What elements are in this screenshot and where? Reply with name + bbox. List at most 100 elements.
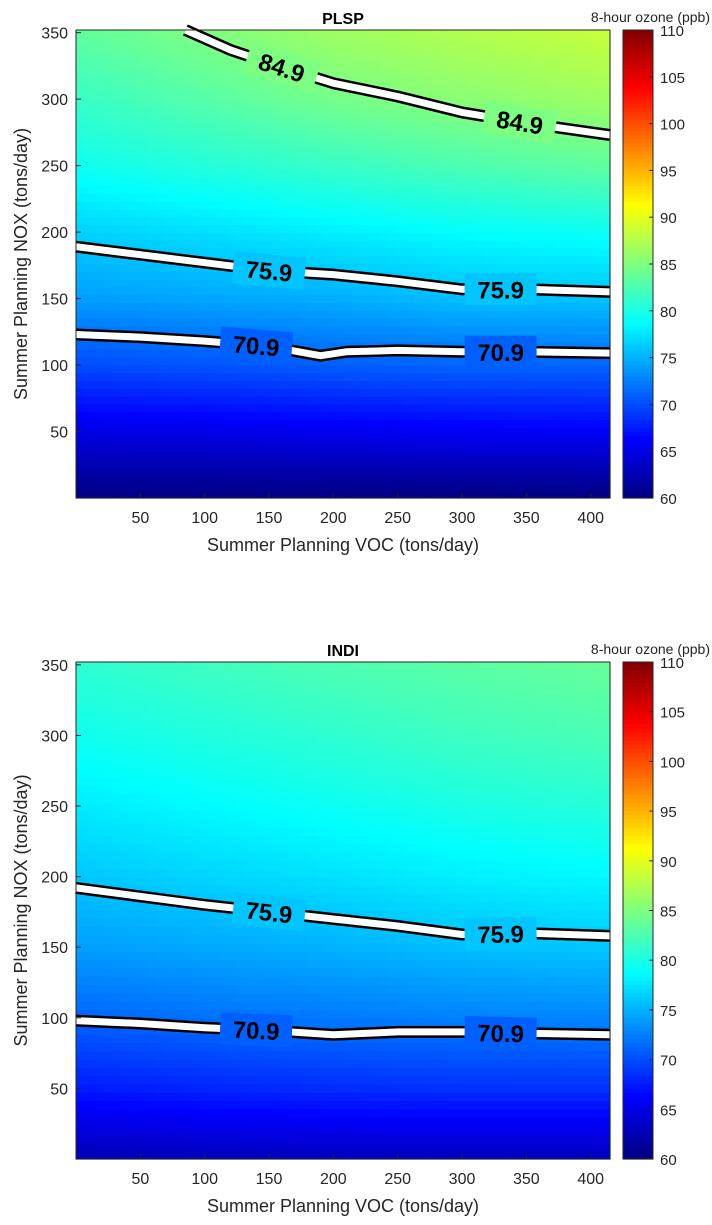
field-cell [129, 1101, 139, 1110]
field-cell [210, 194, 220, 202]
field-cell [138, 311, 148, 319]
field-cell [263, 443, 273, 451]
field-cell [165, 459, 175, 467]
field-cell [156, 147, 166, 155]
field-cell [183, 1084, 193, 1093]
field-cell [388, 194, 398, 202]
field-cell [76, 853, 86, 862]
field-cell [174, 186, 184, 194]
field-cell [245, 436, 255, 444]
field-cell [201, 100, 211, 108]
contour-label-group: 70.9 [465, 336, 537, 368]
field-cell [174, 303, 184, 311]
field-cell [129, 1126, 139, 1135]
field-cell [94, 869, 104, 878]
field-cell [370, 451, 380, 459]
field-cell [236, 861, 246, 870]
field-cell [121, 1084, 131, 1093]
field-cell [477, 248, 487, 256]
field-cell [236, 985, 246, 994]
field-cell [334, 459, 344, 467]
field-cell [254, 428, 264, 436]
field-cell [103, 459, 113, 467]
field-cell [174, 1093, 184, 1102]
field-cell [174, 194, 184, 202]
field-cell [477, 241, 487, 249]
field-cell [129, 993, 139, 1002]
field-cell [138, 1142, 148, 1151]
field-cell [334, 334, 344, 342]
field-cell [183, 993, 193, 1002]
field-cell [94, 786, 104, 795]
y-tick-label: 250 [41, 159, 68, 176]
field-cell [138, 404, 148, 412]
field-cell [183, 287, 193, 295]
field-cell [174, 745, 184, 754]
field-cell [236, 977, 246, 986]
field-cell [218, 977, 228, 986]
field-cell [183, 38, 193, 46]
colorbar-segment [623, 272, 653, 277]
field-cell [174, 280, 184, 288]
field-cell [218, 877, 228, 886]
field-cell [210, 77, 220, 85]
field-cell [192, 186, 202, 194]
field-cell [388, 428, 398, 436]
field-cell [94, 287, 104, 295]
field-cell [343, 69, 353, 77]
field-cell [566, 436, 576, 444]
field-cell [201, 695, 211, 704]
field-cell [129, 38, 139, 46]
field-cell [192, 272, 202, 280]
field-cell [156, 303, 166, 311]
field-cell [512, 404, 522, 412]
field-cell [112, 194, 122, 202]
field-cell [281, 38, 291, 46]
field-cell [245, 770, 255, 779]
field-cell [218, 319, 228, 327]
field-cell [183, 202, 193, 210]
field-cell [325, 436, 335, 444]
field-cell [245, 412, 255, 420]
field-cell [192, 326, 202, 334]
field-cell [405, 365, 415, 373]
colorbar-segment [623, 479, 653, 484]
field-cell [548, 155, 558, 163]
field-cell [361, 404, 371, 412]
field-cell [236, 482, 246, 490]
field-cell [210, 944, 220, 953]
field-cell [503, 30, 513, 38]
field-cell [432, 373, 442, 381]
field-cell [156, 365, 166, 373]
field-cell [263, 420, 273, 428]
field-cell [414, 85, 424, 93]
field-cell [85, 720, 95, 729]
field-cell [121, 303, 131, 311]
field-cell [477, 467, 487, 475]
field-cell [129, 902, 139, 911]
field-cell [316, 241, 326, 249]
field-cell [183, 877, 193, 886]
field-cell [112, 919, 122, 928]
field-cell [138, 695, 148, 704]
field-cell [477, 443, 487, 451]
field-cell [316, 163, 326, 171]
field-cell [156, 295, 166, 303]
y-tick-label: 100 [41, 358, 68, 375]
field-cell [121, 459, 131, 467]
field-cell [432, 404, 442, 412]
field-cell [227, 225, 237, 233]
field-cell [405, 170, 415, 178]
field-cell [201, 679, 211, 688]
field-cell [121, 373, 131, 381]
field-cell [494, 38, 504, 46]
field-cell [459, 436, 469, 444]
field-cell [85, 443, 95, 451]
field-cell [218, 77, 228, 85]
field-cell [210, 1093, 220, 1102]
field-cell [218, 412, 228, 420]
field-cell [103, 412, 113, 420]
field-cell [236, 786, 246, 795]
field-cell [254, 163, 264, 171]
field-cell [352, 202, 362, 210]
